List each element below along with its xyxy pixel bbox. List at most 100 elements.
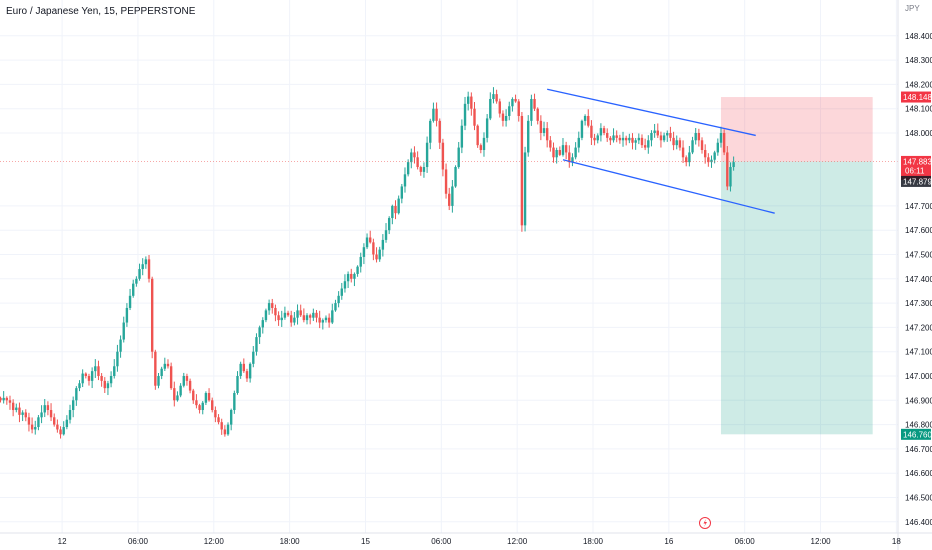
candle — [0, 396, 2, 403]
candle-body — [485, 118, 489, 138]
time-tick-label: 18:00 — [583, 537, 604, 546]
candle-body — [593, 137, 596, 141]
candle-body — [719, 133, 723, 143]
candle — [647, 135, 650, 154]
candle-body — [362, 247, 366, 257]
candle — [315, 310, 318, 323]
channel-upper-line[interactable] — [547, 88, 756, 137]
candle — [549, 136, 552, 152]
candle-body — [574, 147, 577, 158]
position-zones[interactable] — [720, 97, 873, 435]
candle — [669, 126, 672, 142]
candle-body — [18, 407, 21, 415]
candle — [485, 114, 489, 143]
time-tick-label: 12:00 — [204, 537, 225, 546]
candle — [615, 130, 618, 143]
candle — [533, 93, 536, 112]
lightning-icon[interactable] — [699, 517, 711, 529]
price-tick-label: 148.000 — [905, 129, 932, 138]
candle-body — [555, 150, 558, 158]
candle — [280, 310, 283, 327]
candle-body — [387, 218, 391, 231]
candle — [106, 380, 110, 396]
candle-body — [173, 388, 176, 401]
candle — [125, 303, 129, 327]
lightning-icon-bolt — [703, 519, 707, 527]
candle — [11, 399, 15, 417]
candle-body — [536, 108, 539, 121]
candle-body — [280, 317, 283, 321]
candle-body — [511, 98, 514, 107]
price-tick-label: 148.300 — [905, 56, 932, 65]
candle — [397, 195, 400, 215]
candle-body — [49, 410, 53, 418]
time-tick-label: 15 — [361, 537, 370, 546]
candle-body — [68, 410, 72, 420]
candle-body — [438, 120, 441, 143]
price-tick-label: 147.000 — [905, 372, 932, 381]
candle — [520, 112, 524, 232]
candle-body — [236, 376, 239, 394]
candle-body — [286, 312, 290, 316]
candle-body — [432, 108, 435, 121]
candle-body — [94, 366, 97, 372]
time-tick-label: 06:00 — [431, 537, 452, 546]
candle — [324, 315, 328, 323]
candle-body — [119, 339, 122, 352]
candle — [508, 101, 511, 121]
time-tick-label: 18:00 — [280, 537, 301, 546]
candle — [387, 216, 391, 235]
candle-body — [163, 363, 167, 369]
candle — [596, 133, 599, 144]
take-profit-zone[interactable] — [720, 161, 873, 435]
trend-channel[interactable] — [547, 88, 775, 214]
candle — [78, 380, 81, 392]
candle-body — [327, 317, 331, 323]
candle — [441, 138, 445, 177]
candle — [337, 291, 340, 308]
candle — [624, 135, 628, 146]
candle — [504, 109, 508, 127]
candle — [473, 101, 476, 131]
candle — [631, 133, 634, 150]
candle — [700, 137, 704, 154]
candle-body — [290, 315, 293, 323]
candle — [416, 151, 419, 170]
time-axis[interactable]: 12 06:00 12:00 18:00 15 06:00 12:00 18:00 16 06:0… — [0, 532, 932, 546]
candle — [299, 304, 302, 317]
candle-body — [109, 376, 113, 384]
candle-body — [571, 157, 574, 163]
price-axis[interactable]: 148.400 148.300 148.200 148.100 148.000 147.7… — [897, 0, 932, 550]
candle — [719, 126, 723, 148]
candle-body — [27, 417, 31, 425]
candle-body — [369, 237, 372, 243]
candle — [103, 377, 106, 393]
candle-body — [489, 98, 492, 119]
candle-body — [346, 273, 350, 282]
candle-body — [271, 303, 274, 308]
candle-body — [324, 317, 328, 321]
time-tick-label: 16 — [664, 537, 673, 546]
candle-body — [410, 152, 413, 163]
candle — [697, 128, 701, 147]
candle-body — [144, 259, 148, 265]
candle — [308, 313, 312, 325]
candle-body — [653, 130, 656, 133]
candle-body — [460, 125, 464, 148]
channel-lower-line[interactable] — [562, 159, 775, 214]
candle-body — [318, 317, 321, 323]
candle — [258, 325, 261, 344]
stop-loss-zone[interactable] — [720, 97, 873, 162]
candle — [169, 362, 173, 390]
candle — [157, 372, 160, 389]
candle — [43, 398, 46, 418]
candle — [381, 234, 385, 257]
candle-body — [457, 147, 460, 168]
candle — [147, 255, 151, 283]
candle — [394, 200, 397, 220]
candle-body — [375, 254, 378, 260]
candle-body — [192, 390, 195, 401]
candle — [24, 409, 27, 422]
candle — [248, 362, 252, 383]
